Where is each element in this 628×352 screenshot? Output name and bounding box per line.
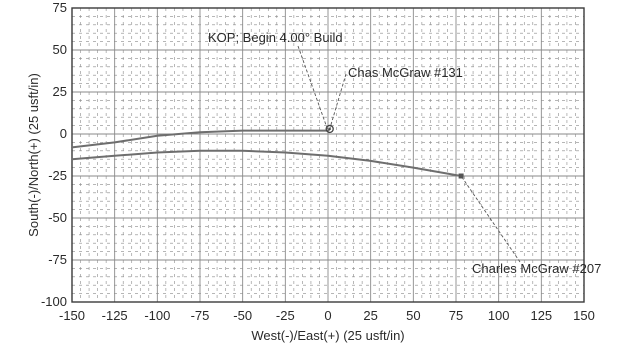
annotation-label: Chas McGraw #131 [348, 65, 463, 80]
y-tick-label: 50 [53, 42, 67, 57]
y-axis-label: South(-)/North(+) (25 usft/in) [26, 73, 41, 237]
x-tick-label: 150 [573, 308, 595, 323]
annotation-label: Charles McGraw #207 [472, 261, 601, 276]
x-tick-label: -75 [191, 308, 210, 323]
well-marker-207 [458, 173, 464, 179]
x-tick-label: -125 [102, 308, 128, 323]
plot-frame [71, 7, 585, 303]
x-axis-label: West(-)/East(+) (25 usft/in) [251, 328, 404, 343]
y-tick-label: -50 [48, 210, 67, 225]
well-path-line-2 [71, 149, 463, 177]
x-tick-label: -50 [233, 308, 252, 323]
y-tick-label: -25 [48, 168, 67, 183]
x-tick-label: 25 [363, 308, 377, 323]
tick-labels: -150 -125 -100 -75 -50 -25 0 25 50 75 100 125 150 75 5… [41, 0, 595, 323]
y-tick-label: -75 [48, 252, 67, 267]
x-tick-label: -100 [144, 308, 170, 323]
x-tick-label: 100 [488, 308, 510, 323]
x-tick-label: -25 [276, 308, 295, 323]
y-tick-label: 25 [53, 84, 67, 99]
y-tick-label: -100 [41, 294, 67, 309]
annotation-leader-line [460, 175, 521, 263]
annotation-leader-line [329, 73, 347, 130]
annotations: KOP; Begin 4.00° Build Chas McGraw #131 Ch… [208, 30, 601, 276]
x-tick-label: 50 [406, 308, 420, 323]
x-tick-label: 75 [449, 308, 463, 323]
x-tick-label: -150 [59, 308, 85, 323]
well-marker-131 [325, 124, 334, 134]
well-path-line-1 [71, 128, 331, 149]
y-tick-label: 0 [60, 126, 67, 141]
x-tick-label: 125 [530, 308, 552, 323]
annotation-label: KOP; Begin 4.00° Build [208, 30, 343, 45]
x-tick-label: 0 [324, 308, 331, 323]
series-group [71, 124, 464, 179]
y-tick-label: 75 [53, 0, 67, 15]
